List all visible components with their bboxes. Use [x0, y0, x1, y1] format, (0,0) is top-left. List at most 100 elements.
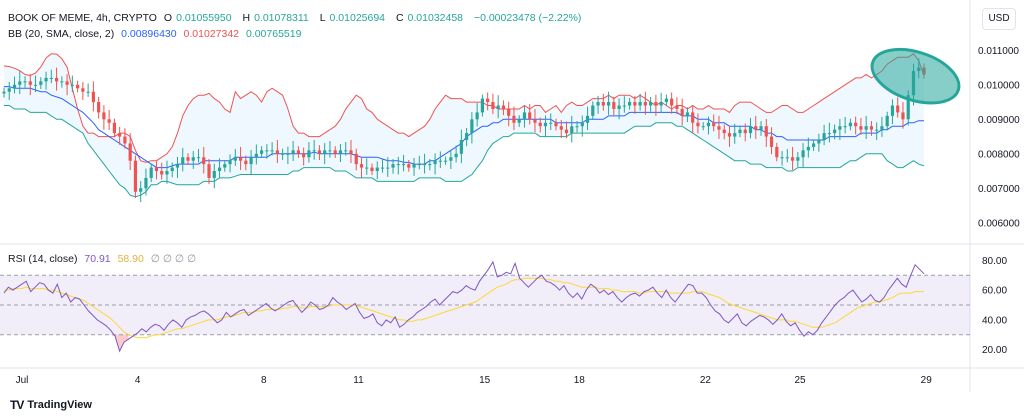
- candle: [738, 125, 742, 138]
- candle-body: [717, 126, 721, 130]
- candle-body: [743, 129, 747, 134]
- candle-body: [480, 98, 484, 113]
- candle-body: [444, 160, 448, 162]
- candle: [764, 118, 768, 147]
- time-tick-label: Jul: [16, 375, 29, 386]
- candle: [396, 156, 400, 175]
- candle-body: [775, 146, 779, 158]
- candle: [191, 151, 195, 169]
- candle: [733, 123, 737, 144]
- candle-body: [212, 171, 216, 178]
- candle-body: [628, 102, 632, 106]
- candle: [517, 115, 521, 127]
- candle: [486, 92, 490, 111]
- candle: [796, 152, 800, 167]
- candle-body: [522, 112, 527, 120]
- time-tick-label: 15: [479, 375, 491, 386]
- price-tick-label: 0.007000: [978, 184, 1020, 195]
- candle: [86, 83, 90, 97]
- candle: [564, 121, 569, 139]
- candle: [838, 118, 842, 140]
- candle: [507, 101, 511, 127]
- candle: [260, 146, 264, 158]
- candle: [475, 103, 479, 127]
- candle: [528, 104, 532, 125]
- candle: [522, 106, 527, 128]
- candle-body: [833, 129, 837, 134]
- price-legend: BOOK OF MEME, 4h, CRYPTO O 0.01055950 H 0.…: [8, 12, 585, 24]
- price-tick-label: 0.011000: [978, 46, 1019, 57]
- candle: [97, 96, 101, 119]
- candle-body: [491, 102, 495, 109]
- candle: [806, 137, 810, 158]
- candle: [33, 75, 38, 93]
- candle-body: [633, 102, 637, 106]
- bb-label: BB (20, SMA, close, 2): [8, 28, 115, 40]
- rsi-oversold-fill: [110, 334, 129, 352]
- candle: [822, 124, 826, 146]
- candle-body: [296, 150, 300, 154]
- candle-body: [575, 126, 579, 128]
- candle: [575, 121, 579, 133]
- candle-body: [149, 167, 153, 178]
- rsi-value: 70.91: [84, 253, 111, 265]
- candle-body: [748, 126, 753, 134]
- candle: [633, 95, 637, 114]
- candle: [386, 157, 390, 177]
- candle-body: [738, 129, 742, 134]
- candle: [249, 150, 253, 175]
- candle: [438, 151, 442, 168]
- currency-button[interactable]: USD: [982, 8, 1016, 30]
- candle-body: [475, 112, 479, 120]
- candle: [454, 145, 458, 163]
- candle: [296, 146, 300, 158]
- candle-body: [302, 153, 306, 158]
- candle: [344, 142, 348, 156]
- candle: [207, 158, 211, 185]
- candle-body: [533, 119, 537, 123]
- candle: [675, 97, 679, 115]
- candle: [859, 117, 863, 135]
- candle-body: [517, 119, 521, 123]
- candle: [359, 156, 364, 178]
- candle-body: [118, 133, 122, 137]
- candle: [854, 116, 858, 135]
- candle-body: [486, 98, 490, 103]
- candle-body: [270, 150, 274, 152]
- candle-body: [91, 91, 95, 103]
- candle-body: [386, 167, 390, 169]
- candle-body: [880, 126, 884, 130]
- tradingview-brand-label: TradingView: [27, 399, 92, 411]
- candle-body: [412, 164, 416, 168]
- candle-body: [449, 157, 453, 161]
- candle-body: [265, 150, 269, 152]
- candle-body: [422, 164, 427, 166]
- candle-body: [622, 105, 626, 107]
- candle: [833, 124, 837, 140]
- candle-body: [428, 164, 432, 166]
- candle: [144, 168, 148, 196]
- candle: [843, 116, 847, 134]
- candle: [112, 118, 116, 138]
- candle: [512, 106, 516, 130]
- candle-body: [18, 81, 22, 85]
- candle: [622, 96, 626, 113]
- candle-body: [706, 122, 711, 127]
- candle: [785, 148, 789, 163]
- candle-body: [354, 153, 358, 165]
- candle: [496, 95, 500, 119]
- candle: [291, 141, 295, 162]
- candle: [591, 101, 595, 120]
- candle-body: [49, 77, 53, 79]
- candle: [238, 146, 243, 170]
- candle: [617, 98, 621, 120]
- candle: [864, 115, 868, 139]
- candle-body: [796, 157, 800, 161]
- candle-body: [675, 105, 679, 109]
- candle: [444, 156, 448, 165]
- candle-body: [727, 133, 732, 137]
- candle: [717, 115, 721, 139]
- candle: [317, 145, 322, 160]
- candle-body: [407, 164, 411, 168]
